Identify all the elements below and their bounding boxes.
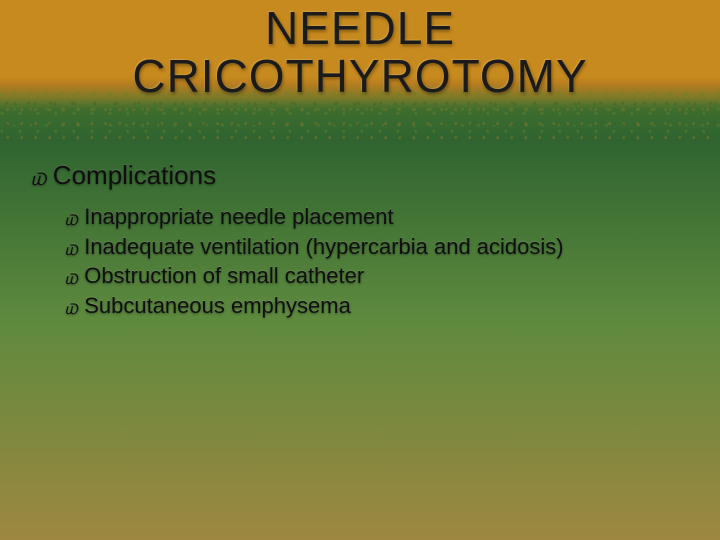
swirl-bullet-icon: ௰ <box>64 292 78 322</box>
bullet-level-2: ௰Subcutaneous emphysema <box>64 291 690 321</box>
swirl-bullet-icon: ௰ <box>64 233 78 263</box>
slide: NEEDLE CRICOTHYROTOMY ௰Complications ௰In… <box>0 0 720 540</box>
bullet-level-2: ௰Inappropriate needle placement <box>64 202 690 232</box>
title-line-2: CRICOTHYROTOMY <box>132 50 587 102</box>
item-text: Inappropriate needle placement <box>84 204 393 229</box>
bullet-level-2: ௰Obstruction of small catheter <box>64 261 690 291</box>
heading-text: Complications <box>53 160 216 190</box>
item-text: Subcutaneous emphysema <box>84 293 351 318</box>
item-text: Inadequate ventilation (hypercarbia and … <box>84 234 563 259</box>
title-line-1: NEEDLE <box>265 2 455 54</box>
slide-content: ௰Complications ௰Inappropriate needle pla… <box>30 160 690 321</box>
bullet-level-2: ௰Inadequate ventilation (hypercarbia and… <box>64 232 690 262</box>
slide-title: NEEDLE CRICOTHYROTOMY <box>0 4 720 101</box>
bullet-level-1: ௰Complications <box>30 160 690 194</box>
swirl-bullet-icon: ௰ <box>64 203 78 233</box>
swirl-bullet-icon: ௰ <box>64 262 78 292</box>
swirl-bullet-icon: ௰ <box>30 162 47 195</box>
item-text: Obstruction of small catheter <box>84 263 364 288</box>
